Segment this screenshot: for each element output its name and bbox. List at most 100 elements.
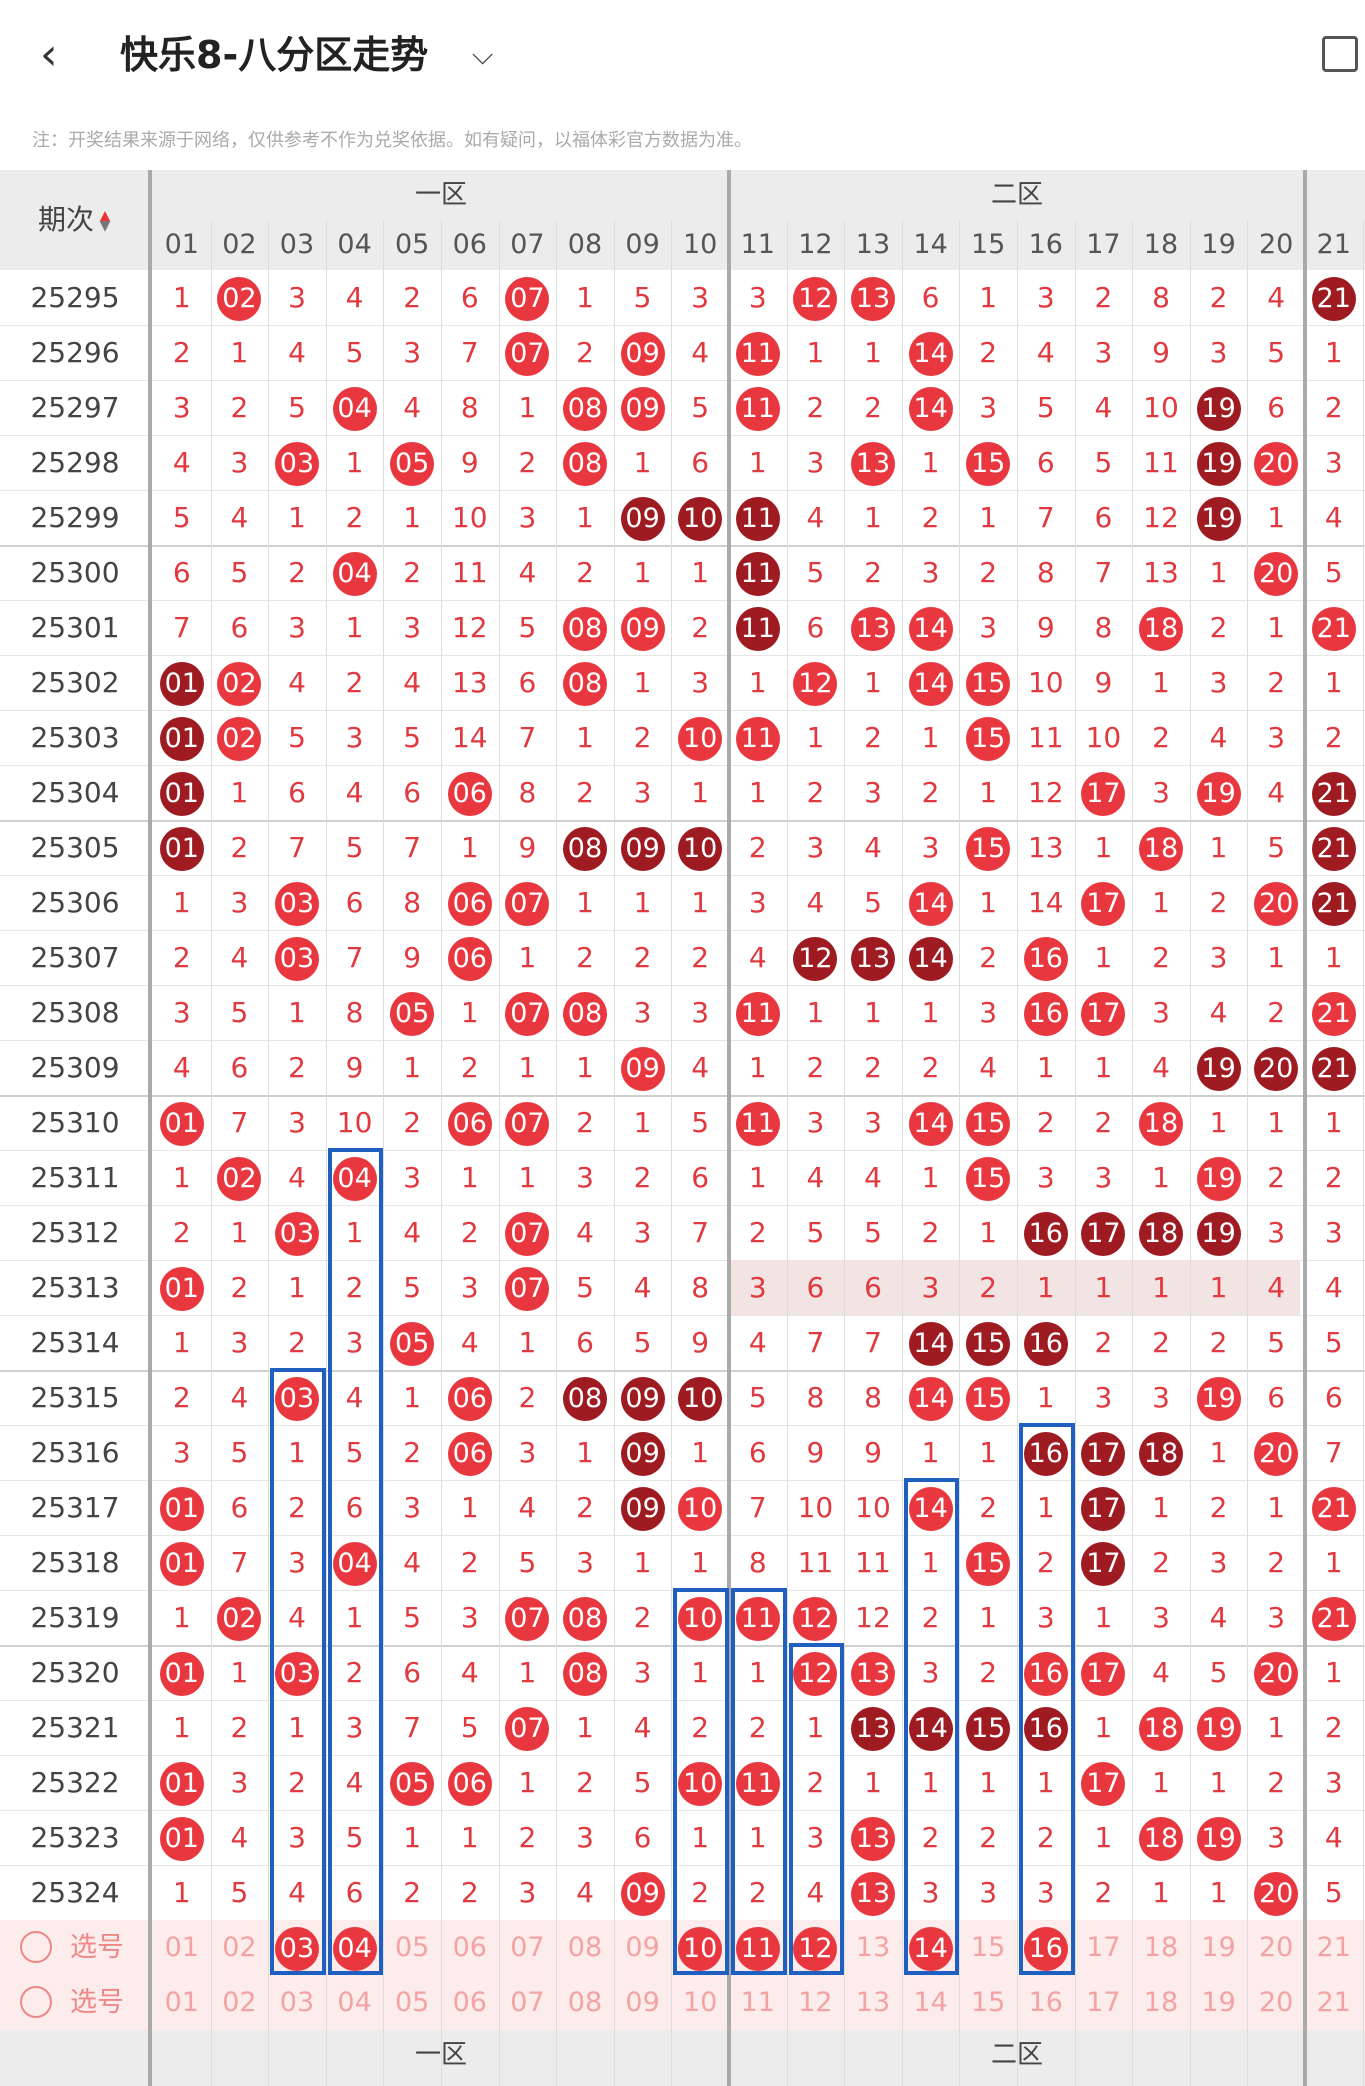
pick-number[interactable]: 11 <box>740 1987 775 2018</box>
pick-number[interactable]: 12 <box>787 1920 845 1975</box>
trend-cell: 3 <box>576 1821 594 1854</box>
trend-cell: 16 <box>1017 1645 1075 1700</box>
pick-number[interactable]: 20 <box>1259 1932 1294 1963</box>
pick-number[interactable]: 16 <box>1017 1920 1075 1975</box>
drawn-number-ball: 15 <box>966 1542 1011 1586</box>
drawn-number-ball: 17 <box>1081 1212 1126 1256</box>
trend-cell: 1 <box>1209 556 1228 589</box>
pick-number[interactable]: 09 <box>625 1932 660 1963</box>
trend-cell: 1 <box>1324 336 1343 369</box>
column-divider <box>901 220 903 2086</box>
pick-number[interactable]: 07 <box>510 1987 545 2018</box>
trend-cell: 6 <box>460 281 479 314</box>
trend-cell: 16 <box>1017 930 1075 985</box>
column-divider <box>613 220 615 2086</box>
selected-number-ball[interactable]: 12 <box>793 1926 838 1971</box>
selected-number-ball[interactable]: 04 <box>332 1926 377 1971</box>
chevron-left-icon[interactable]: ‹ <box>40 29 58 80</box>
selected-number-ball[interactable]: 14 <box>908 1926 953 1971</box>
pick-number[interactable]: 19 <box>1201 1987 1236 2018</box>
pick-number[interactable]: 17 <box>1086 1932 1121 1963</box>
drawn-number-ball: 01 <box>159 1817 204 1861</box>
drawn-number-ball: 02 <box>217 717 262 761</box>
pick-number[interactable]: 14 <box>913 1987 948 2018</box>
issue-header[interactable]: 期次 ▲ ▼ <box>0 170 150 270</box>
trend-cell: 3 <box>288 1821 306 1854</box>
pick-number[interactable]: 10 <box>683 1987 718 2018</box>
pick-number[interactable]: 12 <box>798 1987 833 2018</box>
table-row: 25319 1 02 4 1 5 3 07 08 2 10 11 12 12 2 1 3 1 3 4 3 21 <box>0 1590 1365 1645</box>
pick-number[interactable]: 18 <box>1143 1932 1179 1963</box>
pick-number[interactable]: 05 <box>395 1987 430 2018</box>
pick-number[interactable]: 19 <box>1201 1932 1236 1963</box>
trend-cell: 14 <box>902 1315 960 1370</box>
selected-number-ball[interactable]: 10 <box>678 1926 723 1971</box>
pick-number[interactable]: 11 <box>729 1920 787 1975</box>
pick-number[interactable]: 08 <box>567 1932 603 1963</box>
trend-cell: 1 <box>518 1326 537 1359</box>
trend-cell: 1 <box>1036 1491 1055 1524</box>
pick-number[interactable]: 15 <box>971 1987 1006 2018</box>
pick-number[interactable]: 15 <box>971 1932 1006 1963</box>
pick-number[interactable]: 06 <box>452 1987 487 2018</box>
issue-number: 25302 <box>30 666 120 699</box>
trend-cell: 06 <box>441 930 499 985</box>
trend-cell: 3 <box>1094 336 1113 369</box>
pick-number[interactable]: 03 <box>268 1920 326 1975</box>
drawn-number-ball: 07 <box>505 992 550 1036</box>
trend-cell: 6 <box>576 1326 594 1359</box>
trend-cell: 10 <box>1027 666 1064 699</box>
pick-number[interactable]: 17 <box>1086 1987 1121 2018</box>
pick-number[interactable]: 16 <box>1028 1987 1063 2018</box>
selected-number-ball[interactable]: 16 <box>1023 1926 1068 1971</box>
pick-number[interactable]: 02 <box>222 1987 257 2018</box>
pick-row: 选号 01 02 03 04 05 06 07 08 09 10 11 12 13 14 15 16 17 18 19… <box>0 1975 1365 2030</box>
trend-cell: 2 <box>979 556 998 589</box>
rotate-screen-icon[interactable] <box>1322 36 1358 72</box>
trend-cell: 7 <box>403 831 422 864</box>
trend-cell: 1 <box>864 336 882 369</box>
trend-cell: 4 <box>864 1161 882 1194</box>
footer-zone-header: 二区 <box>990 2040 1043 2070</box>
trend-cell: 1 <box>576 721 594 754</box>
trend-cell: 3 <box>806 1821 825 1854</box>
trend-cell: 06 <box>441 1095 499 1150</box>
drawn-number-ball: 14 <box>908 1102 953 1146</box>
pick-number[interactable]: 10 <box>671 1920 729 1975</box>
pick-number[interactable]: 21 <box>1316 1987 1351 2018</box>
trend-cell: 2 <box>230 391 249 424</box>
pick-number[interactable]: 13 <box>855 1932 891 1963</box>
selected-number-ball[interactable]: 11 <box>735 1926 780 1971</box>
chevron-down-icon[interactable]: ⌵ <box>472 38 494 71</box>
pick-number[interactable]: 13 <box>855 1987 891 2018</box>
row-divider <box>0 325 1365 326</box>
pick-number[interactable]: 18 <box>1143 1987 1179 2018</box>
pick-number[interactable]: 05 <box>395 1932 430 1963</box>
trend-cell: 2 <box>633 941 652 974</box>
pick-number[interactable]: 04 <box>326 1920 384 1975</box>
pick-radio[interactable] <box>20 1986 52 2018</box>
trend-cell: 4 <box>288 336 306 369</box>
pick-number[interactable]: 02 <box>222 1932 257 1963</box>
row-divider <box>0 1865 1365 1866</box>
pick-radio[interactable] <box>20 1931 52 1963</box>
pick-number[interactable]: 21 <box>1316 1932 1351 1963</box>
trend-cell: 2 <box>576 556 594 589</box>
trend-cell: 1 <box>1324 1546 1343 1579</box>
trend-cell: 20 <box>1247 435 1305 490</box>
pick-number[interactable]: 09 <box>625 1987 660 2018</box>
pick-number[interactable]: 14 <box>902 1920 960 1975</box>
issue-number: 25324 <box>30 1876 120 1909</box>
pick-number[interactable]: 07 <box>510 1932 545 1963</box>
pick-number[interactable]: 06 <box>452 1932 487 1963</box>
pick-number[interactable]: 04 <box>337 1987 372 2018</box>
sort-icon[interactable]: ▲ ▼ <box>99 208 111 234</box>
pick-number[interactable]: 08 <box>567 1987 603 2018</box>
pick-number[interactable]: 01 <box>164 1987 199 2018</box>
pick-number[interactable]: 03 <box>279 1987 315 2018</box>
pick-number[interactable]: 20 <box>1259 1987 1294 2018</box>
trend-cell: 6 <box>230 1051 249 1084</box>
selected-number-ball[interactable]: 03 <box>274 1926 319 1971</box>
trend-cell: 6 <box>1324 1381 1343 1414</box>
pick-number[interactable]: 01 <box>164 1932 199 1963</box>
